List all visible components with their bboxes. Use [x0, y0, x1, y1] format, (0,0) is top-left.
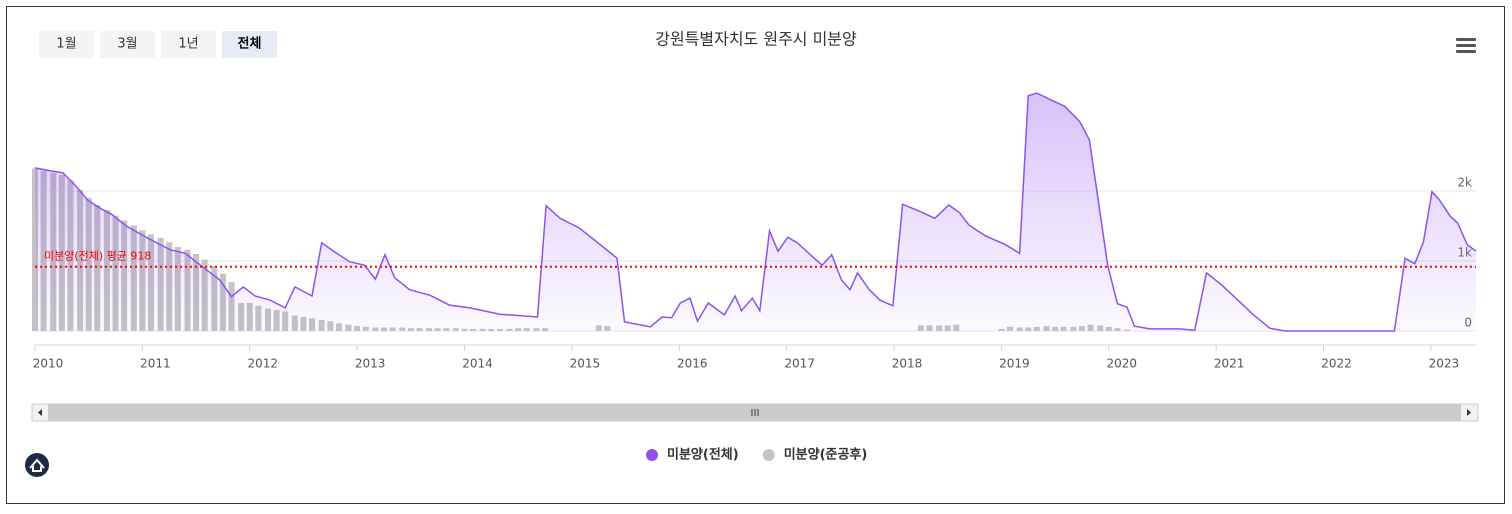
- y-tick-label: 2k: [1457, 176, 1472, 190]
- scrollbar[interactable]: [31, 403, 1479, 422]
- menu-bar: [1456, 38, 1476, 41]
- scroll-left[interactable]: [38, 409, 42, 416]
- home-circle: [25, 453, 49, 477]
- x-tick-label: 2020: [1106, 357, 1137, 371]
- menu-bar: [1456, 44, 1476, 47]
- x-tick-label: 2021: [1214, 357, 1245, 371]
- range-button-label: 전체: [238, 36, 262, 52]
- legend-label: 미분양(전체): [667, 447, 739, 463]
- x-tick-label: 2022: [1321, 357, 1352, 371]
- scroll-grip: [751, 409, 759, 416]
- scroll-right[interactable]: [1467, 409, 1471, 416]
- x-tick-label: 2013: [355, 357, 386, 371]
- average-label: 미분양(전체) 평균 918: [44, 250, 151, 263]
- legend-marker: [762, 449, 775, 461]
- legend-label: 미분양(준공후): [784, 447, 868, 463]
- legend-marker: [646, 449, 658, 461]
- x-tick-label: 2011: [140, 357, 171, 371]
- range-button-label: 3월: [117, 37, 137, 52]
- x-tick-label: 2023: [1429, 357, 1460, 371]
- range-button[interactable]: [100, 31, 155, 58]
- range-button-label: 1년: [178, 37, 198, 52]
- range-button[interactable]: [161, 31, 216, 58]
- range-button[interactable]: [39, 31, 94, 58]
- x-tick-label: 2019: [999, 357, 1030, 371]
- frame: [6, 6, 1505, 504]
- legend-item[interactable]: 미분양(준공후): [762, 447, 868, 463]
- range-button-label: 1월: [56, 37, 76, 52]
- home-icon[interactable]: [25, 453, 49, 477]
- legend-item[interactable]: 미분양(전체): [646, 447, 739, 463]
- menu-bar: [1456, 50, 1476, 53]
- x-tick-label: 2016: [677, 357, 708, 371]
- x-tick-label: 2015: [570, 357, 601, 371]
- chart-title: 강원특별자치도 원주시 미분양: [655, 30, 857, 49]
- line: [34, 92, 1477, 332]
- area-fill: [35, 93, 1476, 331]
- menu-icon[interactable]: [1456, 38, 1476, 53]
- x-tick-label: 2017: [784, 357, 815, 371]
- x-tick-label: 2012: [247, 357, 278, 371]
- x-tick-label: 2014: [462, 357, 493, 371]
- range-button[interactable]: [222, 31, 277, 58]
- x-tick-label: 2010: [33, 357, 64, 371]
- x-tick-label: 2018: [892, 357, 923, 371]
- home-glyph: [29, 458, 45, 472]
